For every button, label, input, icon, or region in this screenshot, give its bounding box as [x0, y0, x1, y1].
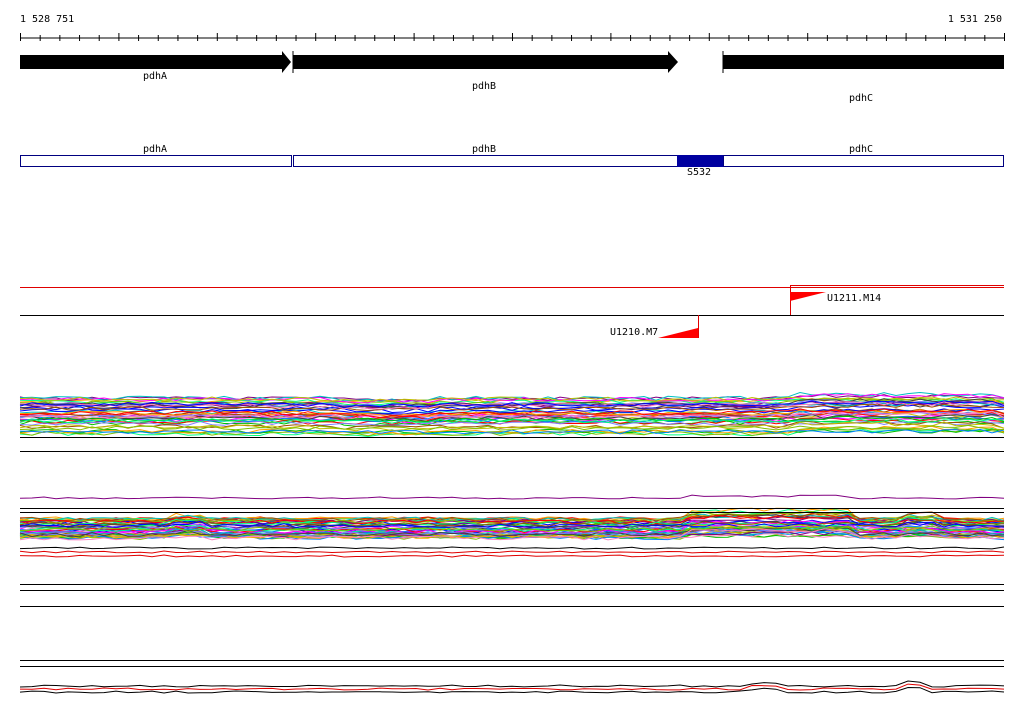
terminator-label: U1211.M14	[827, 293, 881, 304]
terminator-flag[interactable]	[658, 328, 698, 338]
trace	[19, 680, 1005, 688]
trace	[19, 417, 1005, 426]
trace	[19, 400, 1005, 409]
trace	[19, 418, 1005, 424]
trace	[19, 525, 1005, 532]
gene-label: pdhC	[849, 93, 873, 104]
trace	[19, 683, 1005, 691]
trace	[19, 396, 1005, 403]
trace	[19, 513, 1005, 522]
trace	[19, 554, 1005, 558]
trace	[19, 514, 1005, 525]
region-label: pdhB	[472, 144, 496, 155]
trace	[19, 424, 1005, 431]
terminator-label: U1210.M7	[610, 327, 658, 338]
gene-label: pdhB	[472, 81, 496, 92]
site-box[interactable]	[677, 155, 723, 167]
trace	[19, 425, 1005, 436]
trace	[19, 408, 1005, 418]
gene-arrow[interactable]	[293, 51, 678, 73]
terminator-flag[interactable]	[790, 292, 826, 301]
trace	[19, 415, 1005, 423]
ruler-ticks	[20, 33, 1005, 41]
gene-arrow[interactable]	[20, 51, 291, 73]
region-label: pdhC	[849, 144, 873, 155]
trace	[19, 519, 1005, 526]
gene-arrow[interactable]	[723, 55, 1004, 69]
ruler-end-label: 1 531 250	[948, 14, 1002, 25]
region-box[interactable]	[20, 155, 292, 167]
ruler-start-label: 1 528 751	[20, 14, 74, 25]
trace	[19, 520, 1005, 529]
trace	[19, 398, 1005, 408]
trace	[19, 411, 1005, 422]
trace	[19, 686, 1005, 694]
region-box[interactable]	[723, 155, 1004, 167]
gene-label: pdhA	[143, 71, 167, 82]
region-box[interactable]	[293, 155, 724, 167]
site-label: S532	[687, 167, 711, 178]
region-label: pdhA	[143, 144, 167, 155]
trace	[19, 494, 1005, 500]
expression-tracks	[19, 391, 1005, 694]
trace	[19, 546, 1005, 550]
trace	[19, 528, 1005, 541]
trace	[19, 550, 1005, 554]
